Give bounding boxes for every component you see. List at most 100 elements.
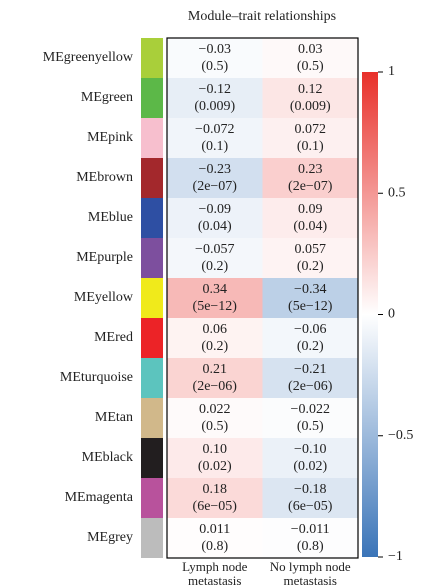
cell-value: −0.12 [199,82,231,97]
row-label: MEturquoise [60,370,133,385]
cell-pvalue: (0.04) [293,219,327,234]
cell-pvalue: (0.8) [201,539,228,554]
heatmap-cell [262,238,358,278]
heatmap-cell [167,518,263,558]
heatmap-cell [262,78,358,118]
cell-pvalue: (0.5) [297,419,324,434]
cell-value: −0.10 [294,442,326,457]
cell-value: 0.34 [203,282,228,297]
cell-pvalue: (0.1) [201,139,228,154]
cell-value: −0.23 [199,162,231,177]
cell-value: −0.057 [195,242,234,257]
cell-pvalue: (2e−06) [288,379,333,394]
cell-pvalue: (2e−07) [288,179,333,194]
module-color [141,278,163,318]
heatmap-cell [167,478,263,518]
module-color [141,518,163,558]
heatmap-cell [167,78,263,118]
module-color [141,38,163,78]
heatmap-cell [262,38,358,78]
cell-value: −0.18 [294,482,326,497]
module-color [141,438,163,478]
heatmap-cell [167,278,263,318]
module-color [141,118,163,158]
heatmap-cell [167,358,263,398]
module-color [141,478,163,518]
heatmap-cell [262,158,358,198]
row-label: MEblue [88,210,133,225]
heatmap-cell [262,198,358,238]
cell-pvalue: (2e−06) [193,379,238,394]
heatmap-cell [262,318,358,358]
x-label: Lymph node metastasis [182,559,248,588]
cell-pvalue: (0.009) [194,99,235,114]
cell-value: 0.18 [203,482,228,497]
row-label: MEmagenta [65,490,134,505]
row-label: MEgreen [81,90,133,105]
colorbar-tick-label: 0.5 [388,185,406,200]
heatmap-cell [262,118,358,158]
heatmap-cell [167,238,263,278]
cell-pvalue: (0.5) [201,59,228,74]
heatmap-cell [167,318,263,358]
cell-value: 0.072 [295,122,327,137]
colorbar-tick-label: 1 [388,64,395,79]
cell-pvalue: (0.009) [290,99,331,114]
cell-value: −0.022 [291,402,330,417]
module-color [141,238,163,278]
colorbar-tick-label: −0.5 [388,428,413,443]
heatmap-cell [262,518,358,558]
cell-value: 0.011 [199,522,230,537]
row-label: MEyellow [74,290,134,305]
heatmap-cell [167,118,263,158]
cell-pvalue: (5e−12) [193,299,238,314]
cell-value: 0.12 [298,82,323,97]
cell-value: −0.34 [294,282,326,297]
cell-pvalue: (0.5) [201,419,228,434]
cell-value: 0.23 [298,162,323,177]
cell-value: −0.21 [294,362,326,377]
cell-pvalue: (0.04) [198,219,232,234]
colorbar-tick-label: 0 [388,307,395,322]
cell-pvalue: (0.02) [293,459,327,474]
module-color [141,398,163,438]
heatmap-cell [262,438,358,478]
cell-pvalue: (6e−05) [193,499,238,514]
cell-value: 0.022 [199,402,231,417]
cell-pvalue: (0.2) [201,259,228,274]
heatmap-cell [167,398,263,438]
module-color [141,318,163,358]
cell-pvalue: (5e−12) [288,299,333,314]
row-label: MEgreenyellow [43,50,134,65]
cell-value: 0.06 [203,322,228,337]
row-label: MEpurple [76,250,133,265]
cell-pvalue: (2e−07) [193,179,238,194]
cell-pvalue: (0.1) [297,139,324,154]
row-label: MEgrey [87,530,133,545]
cell-value: −0.03 [199,42,231,57]
cell-pvalue: (0.2) [201,339,228,354]
heatmap-cell [167,158,263,198]
chart-title: Module–trait relationships [188,9,336,24]
cell-pvalue: (0.2) [297,259,324,274]
cell-value: −0.09 [199,202,231,217]
heatmap-cell [167,438,263,478]
cell-value: 0.10 [203,442,228,457]
module-color [141,158,163,198]
cell-pvalue: (0.2) [297,339,324,354]
cell-pvalue: (0.02) [198,459,232,474]
cell-value: −0.011 [291,522,330,537]
cell-value: 0.03 [298,42,323,57]
heatmap-cell [262,478,358,518]
cell-value: 0.057 [295,242,327,257]
row-label: MEblack [82,450,133,465]
row-label: MEtan [95,410,133,425]
heatmap-cell [262,398,358,438]
cell-pvalue: (0.5) [297,59,324,74]
row-label: MEbrown [76,170,133,185]
module-color [141,358,163,398]
heatmap-cell [262,278,358,318]
colorbar-tick-label: −1 [388,549,403,564]
